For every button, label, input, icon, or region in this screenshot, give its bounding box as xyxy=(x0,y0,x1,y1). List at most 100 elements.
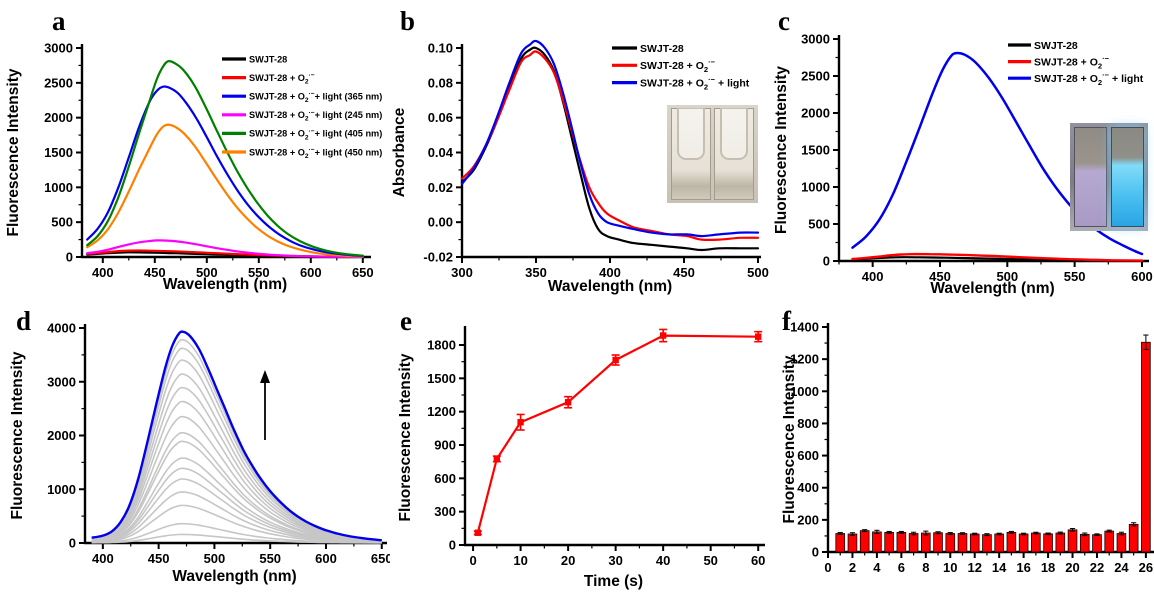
data-point-marker xyxy=(564,399,572,406)
bar-17 xyxy=(1031,532,1041,553)
y-axis-label: Absorbance xyxy=(391,107,408,197)
bar-5 xyxy=(884,531,894,553)
x-tick-label: 500 xyxy=(204,551,226,566)
x-tick-label: 400 xyxy=(599,265,621,280)
y-axis-label: Fluorescence Intensity xyxy=(9,351,26,519)
legend-entry-label: SWJT-28 + O2·−+ light (405 nm) xyxy=(249,128,382,141)
chart-svg-f: 0 2 4 6 8 10 12 14 16 18 20 22 24 2602004006008001000… xyxy=(781,320,1154,575)
x-tick-label: 650 xyxy=(371,551,390,566)
chart-svg-b: 300 350 400 450 500 -0.02 0.00 0.02 0.04 0.06 0.08… xyxy=(391,39,769,295)
panel-label-e: e xyxy=(400,306,412,336)
y-tick-label: 2000 xyxy=(44,110,73,125)
chart-f-selectivity-bar-chart: 0 2 4 6 8 10 12 14 16 18 20 22 24 26 0 200 400 600 800 1000… xyxy=(770,298,1154,598)
panel-label-f: f xyxy=(782,306,791,336)
x-tick-label: 600 xyxy=(315,551,337,566)
x-tick-label: 500 xyxy=(996,269,1018,284)
y-tick-label: 400 xyxy=(797,480,819,495)
y-tick-label: 1200 xyxy=(427,404,456,419)
y-tick-label: 300 xyxy=(434,504,456,519)
panel-label-d: d xyxy=(16,306,32,336)
legend-entry-label: SWJT-28 xyxy=(640,43,684,55)
x-tick-label: 14 xyxy=(992,560,1007,575)
bar-8 xyxy=(921,532,931,553)
cuvette-left-uv xyxy=(1074,127,1107,227)
legend-entry-label: SWJT-28 + O2·−+ light (365 nm) xyxy=(249,91,382,104)
series-gray-9 xyxy=(91,431,382,543)
series-swjt-28-o2-light-405-nm xyxy=(86,60,364,257)
x-tick-label: 60 xyxy=(751,553,765,568)
bar-20 xyxy=(1067,529,1078,553)
cuvette-right-daylight xyxy=(714,108,754,200)
x-tick-label: 600 xyxy=(300,265,322,280)
y-tick-label: 2000 xyxy=(801,106,830,121)
series-swjt-28-o2-light-245-nm xyxy=(86,239,364,258)
y-tick-label: 0 xyxy=(66,250,73,265)
bar-26 xyxy=(1141,341,1151,553)
y-axis-label: Fluorescence Intensity xyxy=(773,66,790,234)
panel-a-photoactivation-spectra: a 400 450 500 550 600 650 0 500 1000 1500 2000 2500… xyxy=(0,0,390,298)
inset-photo-cuvettes-daylight xyxy=(667,105,758,203)
series-swjt-28-o2 xyxy=(851,252,1144,262)
series-gray-2 xyxy=(91,522,382,544)
x-tick-label: 550 xyxy=(248,265,270,280)
x-tick-label: 40 xyxy=(656,553,670,568)
bar-19 xyxy=(1055,532,1066,553)
bar-11 xyxy=(957,533,968,553)
chart-b-absorbance-vs-wavelength: 300 350 400 450 500 -0.02 0.00 0.02 0.04 0.06 0.08… xyxy=(390,0,770,298)
x-tick-label: 50 xyxy=(703,553,717,568)
cuvette-right-uv-glowing xyxy=(1111,127,1144,227)
y-tick-label: 0 xyxy=(823,254,830,269)
chart-svg-c: 400 450 500 550 600 0 500 1000 1500 2000 2500 3000 W… xyxy=(773,32,1153,298)
y-tick-label: 1200 xyxy=(790,352,819,367)
panel-label-a: a xyxy=(52,6,66,36)
y-tick-label: 2500 xyxy=(801,69,830,84)
y-tick-label: 3000 xyxy=(47,374,76,389)
y-tick-label: 0.10 xyxy=(428,41,453,56)
y-tick-label: 0.02 xyxy=(428,180,453,195)
bar-3 xyxy=(859,530,870,553)
legend-entry-label: SWJT-28 + O2·−+ light (245 nm) xyxy=(249,109,382,122)
y-tick-label: 1400 xyxy=(790,320,819,335)
y-tick-label: 1500 xyxy=(427,371,456,386)
y-tick-label: 2000 xyxy=(47,428,76,443)
x-tick-label: 400 xyxy=(92,265,114,280)
chart-d-spectra-family: 400 450 500 550 600 650 0 1000 2000 3000 4000 Wavel… xyxy=(0,298,393,598)
legend-entry-label: SWJT-28 xyxy=(249,54,287,64)
y-tick-label: 0 xyxy=(69,536,76,551)
x-tick-label: 450 xyxy=(673,265,695,280)
x-tick-label: 500 xyxy=(196,265,218,280)
y-tick-label: 1000 xyxy=(801,180,830,195)
data-point-marker xyxy=(612,356,619,364)
x-tick-label: 550 xyxy=(1064,269,1086,284)
cuvette-cavity xyxy=(677,108,705,161)
x-tick-label: 300 xyxy=(451,265,473,280)
x-tick-label: 350 xyxy=(525,265,547,280)
x-tick-label: 6 xyxy=(898,560,905,575)
series-top-blue xyxy=(91,330,383,542)
x-tick-label: 550 xyxy=(259,551,281,566)
x-tick-label: 10 xyxy=(943,560,957,575)
x-tick-label: 0 xyxy=(469,553,476,568)
panel-c-fluorescence-spectra: c 400 450 500 550 600 0 500 1000 1500 2000 2500 300… xyxy=(770,0,1154,298)
y-tick-label: 1000 xyxy=(790,384,819,399)
x-tick-label: 600 xyxy=(1131,269,1153,284)
x-tick-label: 16 xyxy=(1016,560,1030,575)
y-tick-label: 2500 xyxy=(44,75,73,90)
x-tick-label: 8 xyxy=(922,560,929,575)
y-tick-label: 800 xyxy=(797,416,819,431)
cuvette-left-daylight xyxy=(671,108,711,200)
chart-a-fluorescence-vs-wavelength: 400 450 500 550 600 650 0 500 1000 1500 2000 2500 30… xyxy=(0,0,390,298)
y-tick-label: 600 xyxy=(797,448,819,463)
x-tick-label: 22 xyxy=(1090,560,1104,575)
x-tick-label: 20 xyxy=(561,553,575,568)
bar-6 xyxy=(896,531,907,553)
chart-c-fluorescence-vs-wavelength: 400 450 500 550 600 0 500 1000 1500 2000 2500 3000 W… xyxy=(770,0,1154,298)
x-axis-label: Time (s) xyxy=(584,573,643,590)
y-tick-label: 3000 xyxy=(801,32,830,47)
legend-entry-label: SWJT-28 + O2·− xyxy=(1034,54,1110,70)
bar-12 xyxy=(969,533,980,553)
data-point-marker xyxy=(474,529,482,536)
y-axis-label: Fluorescence Intensity xyxy=(781,355,798,523)
chart-svg-e: 0 10 20 30 40 50 600300600900120015001800Time … xyxy=(397,326,765,590)
